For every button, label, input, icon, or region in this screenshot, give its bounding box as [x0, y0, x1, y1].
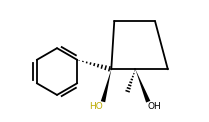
Text: OH: OH	[147, 102, 161, 112]
Polygon shape	[135, 69, 150, 102]
Text: HO: HO	[89, 102, 103, 112]
Polygon shape	[101, 69, 111, 102]
